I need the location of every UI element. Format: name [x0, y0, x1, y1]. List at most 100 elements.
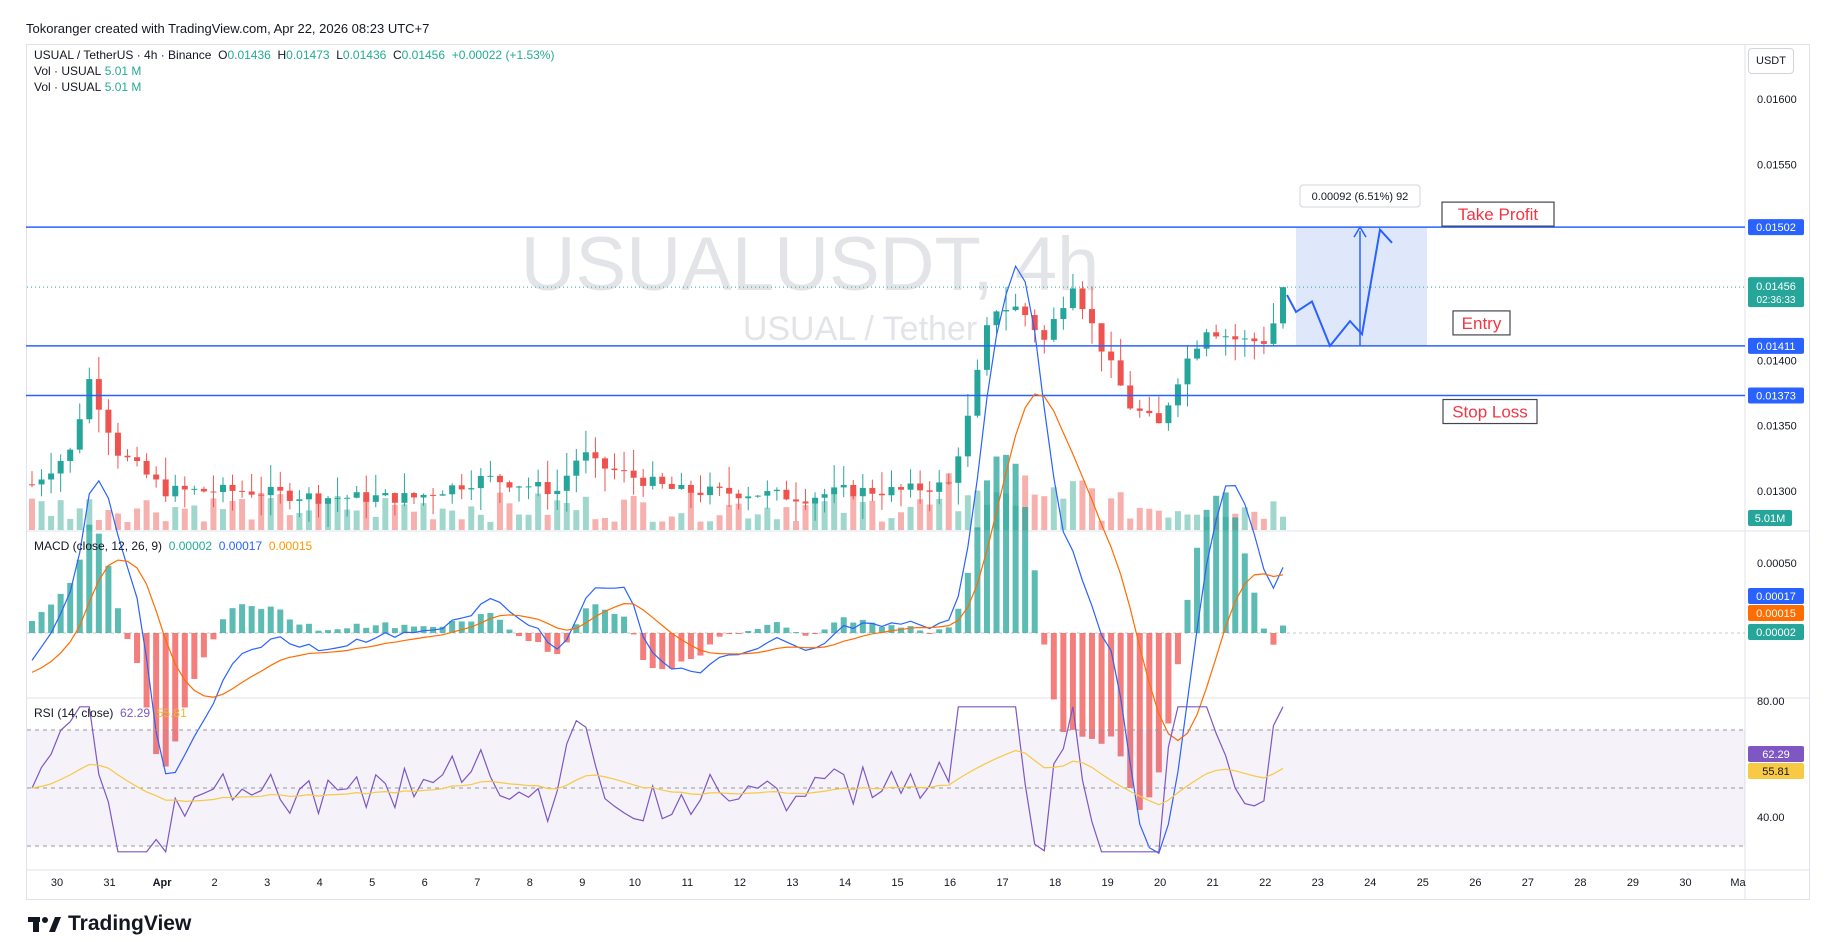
volume-legend-1[interactable]: Vol · USUAL 5.01 M	[34, 63, 554, 79]
macd-hist-bar	[783, 627, 790, 633]
volume-bar	[401, 504, 408, 530]
macd-hist-bar	[305, 623, 312, 633]
candle-body	[506, 482, 513, 488]
candle-body	[315, 493, 322, 504]
level-label-box	[1441, 201, 1555, 227]
volume-badge-label: 5.01M	[1755, 513, 1786, 525]
macd-hist-bar	[1012, 463, 1019, 633]
candle-body	[516, 486, 523, 488]
macd-hist-bar	[67, 582, 74, 633]
candle-body	[535, 482, 542, 487]
volume-bar	[29, 498, 35, 530]
macd-hist-bar	[716, 633, 723, 637]
volume-bar	[592, 519, 599, 530]
macd-hist-bar	[325, 630, 332, 633]
volume-bar	[974, 490, 981, 530]
candle-body	[697, 492, 704, 496]
volume-legend-2[interactable]: Vol · USUAL 5.01 M	[34, 79, 554, 95]
time-axis-label: 3	[264, 877, 270, 889]
time-axis-label: 18	[1049, 877, 1061, 889]
macd-hist-bar	[38, 612, 45, 633]
macd-legend[interactable]: MACD (close, 12, 26, 9) 0.00002 0.00017 …	[34, 538, 312, 554]
candle-body	[945, 482, 952, 484]
price-tick-label: 0.01300	[1757, 486, 1797, 498]
rsi-legend[interactable]: RSI (14, close) 62.29 55.81	[34, 705, 187, 721]
macd-hist-bar	[1232, 517, 1239, 633]
candle-body	[802, 501, 809, 504]
volume-bar	[76, 508, 83, 530]
macd-badge-label: 0.00015	[1756, 608, 1796, 620]
volume-bar	[955, 511, 962, 530]
close-label: C	[392, 48, 402, 62]
macd-hist-bar	[449, 620, 456, 633]
current-price-label: 0.01456	[1756, 281, 1796, 293]
vol-label: Vol · USUAL	[34, 80, 102, 94]
candle-body	[1155, 413, 1162, 424]
macd-hist-bar	[134, 633, 141, 664]
volume-bar	[229, 500, 236, 530]
volume-bar	[573, 510, 580, 530]
candle-body	[487, 475, 494, 477]
time-axis-label: 25	[1417, 877, 1429, 889]
high-label: H	[277, 48, 287, 62]
volume-bar	[210, 498, 217, 530]
candle-body	[601, 458, 608, 469]
candle-body	[525, 486, 532, 488]
time-axis-label: 31	[103, 877, 115, 889]
volume-bar	[439, 508, 446, 530]
macd-hist-bar	[458, 621, 465, 633]
candle-body	[76, 419, 83, 450]
macd-hist-bar	[124, 633, 131, 639]
time-axis-label: 27	[1522, 877, 1534, 889]
level-price-label: 0.01411	[1757, 341, 1796, 353]
candle-body	[410, 493, 417, 498]
volume-bar	[353, 510, 360, 530]
price-tick-label: 0.01550	[1757, 159, 1797, 171]
candle-body	[305, 493, 312, 500]
candle-body	[716, 486, 723, 488]
currency-unit-button[interactable]: USDT	[1748, 48, 1794, 74]
candle-body	[1041, 330, 1048, 340]
volume-bar	[1146, 508, 1153, 530]
volume-bar	[1280, 516, 1286, 530]
macd-hist-bar	[1003, 454, 1010, 633]
volume-bar	[105, 510, 112, 530]
candle-body	[258, 494, 265, 496]
macd-hist-bar	[1222, 492, 1229, 633]
volume-bar	[67, 518, 74, 530]
candle-body	[105, 409, 112, 433]
volume-bar	[869, 500, 876, 530]
time-axis-label: 13	[786, 877, 798, 889]
volume-bar	[162, 521, 169, 530]
volume-bar	[544, 514, 551, 530]
macd-hist-bar	[143, 633, 150, 708]
macd-hist-bar	[812, 633, 819, 634]
volume-bar	[802, 505, 809, 530]
macd-hist-bar	[983, 480, 990, 633]
macd-hist-bar	[678, 633, 685, 662]
volume-bar	[191, 505, 198, 530]
symbol-name[interactable]: USUAL / TetherUS · 4h · Binance	[34, 48, 212, 62]
candle-body	[1251, 338, 1258, 342]
level-price-badge	[1748, 387, 1804, 404]
macd-hist-bar	[649, 633, 656, 669]
rsi-line	[31, 706, 1284, 854]
ohlc-row: USUAL / TetherUS · 4h · Binance O0.01436…	[34, 47, 554, 63]
macd-hist-bar	[277, 609, 284, 633]
rsi-badge	[1748, 746, 1804, 762]
time-axis-label: 11	[682, 877, 693, 889]
candle-body	[430, 494, 437, 496]
macd-hist-bar	[1174, 633, 1181, 665]
volume-bar	[1108, 498, 1115, 530]
volume-bar	[239, 499, 246, 530]
candle-body	[1222, 336, 1229, 338]
time-axis-label: 8	[527, 877, 533, 889]
macd-hist-bar	[773, 622, 780, 633]
volume-bar	[430, 519, 437, 530]
macd-hist-bar	[582, 608, 589, 633]
time-axis-label: 20	[1154, 877, 1166, 889]
macd-hist-bar	[907, 626, 914, 633]
macd-badge	[1748, 605, 1804, 621]
macd-hist-bar	[76, 559, 83, 633]
